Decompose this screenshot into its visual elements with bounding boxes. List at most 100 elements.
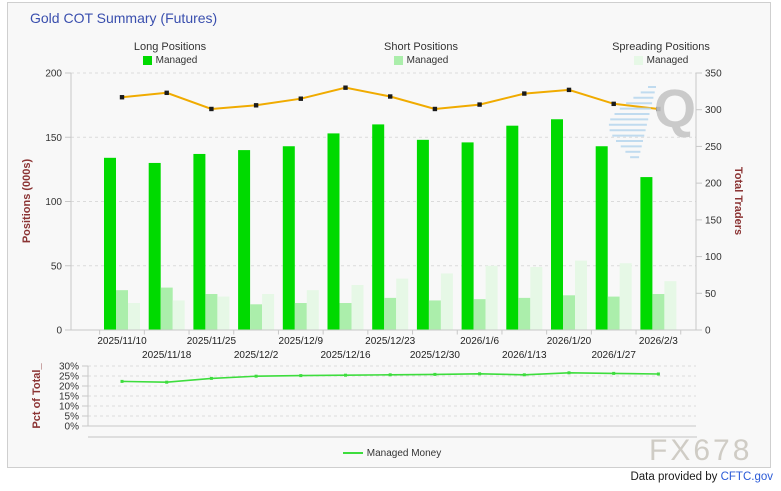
long-bar[interactable] — [417, 140, 429, 330]
managed-money-point[interactable] — [389, 373, 392, 376]
spreading-bar[interactable] — [173, 300, 185, 330]
spreading-bar[interactable] — [575, 261, 587, 330]
long-bar[interactable] — [193, 154, 205, 330]
legend-item-short-managed[interactable]: Managed — [394, 54, 449, 67]
spreading-bar[interactable] — [620, 263, 632, 330]
pct-tick-label: 30% — [59, 362, 79, 373]
short-bar[interactable] — [652, 294, 664, 330]
total-traders-point[interactable] — [120, 95, 124, 99]
total-traders-point[interactable] — [477, 102, 481, 106]
managed-money-point[interactable] — [657, 373, 660, 376]
managed-money-point[interactable] — [523, 373, 526, 376]
right-tick-label: 250 — [705, 142, 722, 153]
total-traders-point[interactable] — [343, 85, 347, 89]
pct-axis-title: Pct of Total_ — [31, 363, 43, 429]
right-tick-label: 200 — [705, 179, 722, 190]
short-bar[interactable] — [384, 298, 396, 330]
long-bar[interactable] — [238, 150, 250, 330]
short-bar[interactable] — [161, 288, 173, 330]
spreading-bar[interactable] — [530, 267, 542, 330]
right-tick-label: 0 — [705, 326, 711, 337]
right-tick-label: 300 — [705, 105, 722, 116]
pct-tick-label: 25% — [59, 372, 79, 383]
spreading-bar[interactable] — [217, 297, 229, 330]
legend-spreading-title: Spreading Positions — [576, 41, 746, 54]
short-bar[interactable] — [518, 298, 530, 330]
spreading-bar[interactable] — [262, 294, 274, 330]
spreading-managed-swatch-icon — [634, 56, 643, 65]
date-label: 2025/12/2 — [234, 350, 279, 361]
managed-money-point[interactable] — [612, 372, 615, 375]
spreading-bar[interactable] — [396, 279, 408, 330]
legend-item-spreading-managed[interactable]: Managed — [634, 54, 689, 67]
managed-money-point[interactable] — [478, 372, 481, 375]
long-bar[interactable] — [462, 142, 474, 330]
legend-item-long-managed[interactable]: Managed — [143, 54, 198, 67]
managed-money-point[interactable] — [299, 374, 302, 377]
date-label: 2025/12/30 — [410, 350, 460, 361]
long-bar[interactable] — [328, 133, 340, 330]
total-traders-point[interactable] — [165, 91, 169, 95]
cftc-link[interactable]: CFTC.gov — [721, 471, 773, 483]
legend-item-label: Managed — [156, 54, 198, 67]
long-bar[interactable] — [551, 119, 563, 330]
managed-money-point[interactable] — [344, 374, 347, 377]
footer-attribution: Data provided by CFTC.gov — [630, 471, 773, 483]
date-label: 2025/12/16 — [320, 350, 370, 361]
short-bar[interactable] — [116, 290, 128, 330]
long-bar[interactable] — [283, 146, 295, 330]
managed-money-point[interactable] — [165, 381, 168, 384]
long-bar[interactable] — [149, 163, 161, 330]
total-traders-point[interactable] — [254, 103, 258, 107]
total-traders-point[interactable] — [433, 107, 437, 111]
managed-money-point[interactable] — [433, 373, 436, 376]
total-traders-point[interactable] — [567, 88, 571, 92]
q-watermark: Q — [654, 82, 696, 136]
left-tick-label: 50 — [51, 261, 63, 272]
total-traders-point[interactable] — [299, 97, 303, 101]
short-bar[interactable] — [563, 295, 575, 330]
total-traders-point[interactable] — [209, 107, 213, 111]
spreading-bar[interactable] — [486, 266, 498, 330]
bottom-chart-legend: Managed Money — [88, 441, 696, 459]
page-title: Gold COT Summary (Futures) — [30, 10, 217, 26]
short-bar[interactable] — [429, 300, 441, 330]
managed-money-point[interactable] — [210, 377, 213, 380]
short-bar[interactable] — [474, 299, 486, 330]
left-tick-label: 200 — [45, 69, 62, 80]
date-label: 2025/11/25 — [187, 336, 237, 347]
total-traders-point[interactable] — [522, 91, 526, 95]
short-bar[interactable] — [250, 304, 262, 330]
managed-money-line-swatch-icon — [343, 452, 363, 454]
spreading-bar[interactable] — [307, 290, 319, 330]
date-label: 2026/2/3 — [639, 336, 678, 347]
long-bar[interactable] — [372, 124, 384, 330]
legend-item-label: Managed — [647, 54, 689, 67]
long-bar[interactable] — [596, 146, 608, 330]
date-label: 2025/11/10 — [97, 336, 147, 347]
short-bar[interactable] — [340, 303, 352, 330]
total-traders-point[interactable] — [388, 94, 392, 98]
legend-item-managed-money[interactable]: Managed Money — [343, 448, 442, 459]
short-bar[interactable] — [295, 303, 307, 330]
left-tick-label: 100 — [45, 197, 62, 208]
total-traders-point[interactable] — [612, 102, 616, 106]
managed-money-point[interactable] — [568, 371, 571, 374]
date-label: 2026/1/27 — [591, 350, 636, 361]
managed-money-point[interactable] — [121, 380, 124, 383]
managed-money-point[interactable] — [255, 375, 258, 378]
legend-short-title: Short Positions — [336, 41, 506, 54]
long-bar[interactable] — [104, 158, 116, 330]
spreading-bar[interactable] — [664, 281, 676, 330]
spreading-bar[interactable] — [441, 273, 453, 330]
spreading-bar[interactable] — [128, 303, 140, 330]
spreading-bar[interactable] — [352, 285, 364, 330]
short-bar[interactable] — [608, 297, 620, 330]
right-tick-label: 350 — [705, 69, 722, 80]
date-label: 2026/1/13 — [502, 350, 547, 361]
long-bar[interactable] — [506, 126, 518, 330]
pct-tick-label: 5% — [65, 412, 80, 423]
right-tick-label: 150 — [705, 215, 722, 226]
long-bar[interactable] — [640, 177, 652, 330]
short-bar[interactable] — [205, 294, 217, 330]
